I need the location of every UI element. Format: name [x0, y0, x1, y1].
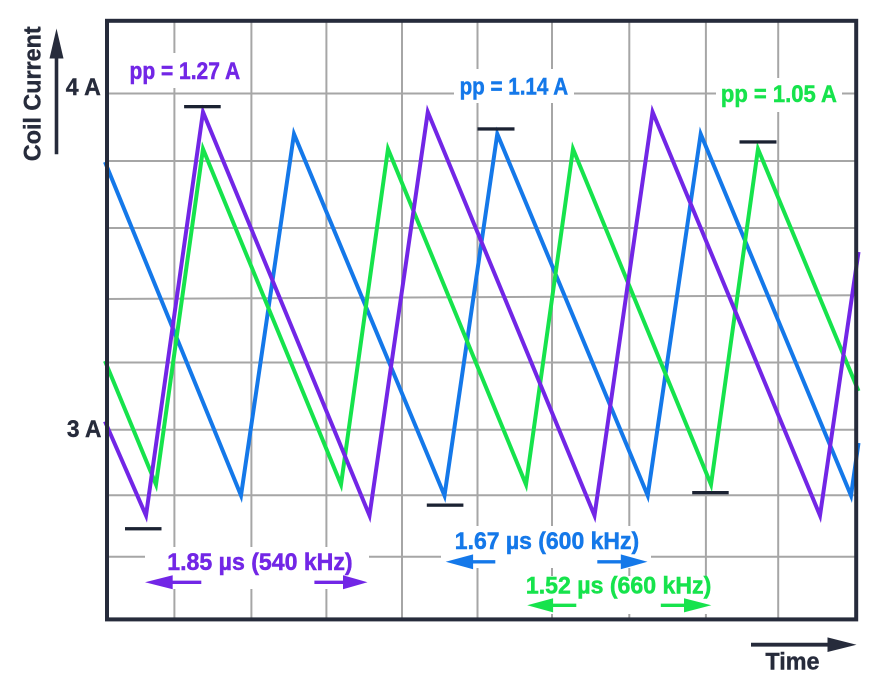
svg-text:1.85 µs (540 kHz): 1.85 µs (540 kHz)	[167, 549, 352, 576]
svg-text:pp = 1.14 A: pp = 1.14 A	[460, 73, 569, 100]
svg-text:3 A: 3 A	[67, 416, 102, 443]
svg-text:pp = 1.05 A: pp = 1.05 A	[721, 81, 837, 108]
svg-text:Coil Current: Coil Current	[20, 26, 47, 161]
svg-text:pp = 1.27 A: pp = 1.27 A	[130, 58, 241, 85]
svg-text:1.67 µs (600 kHz): 1.67 µs (600 kHz)	[455, 528, 639, 555]
svg-text:Time: Time	[765, 649, 819, 676]
svg-text:4 A: 4 A	[66, 74, 101, 101]
svg-text:1.52 µs (660 kHz): 1.52 µs (660 kHz)	[526, 573, 711, 600]
